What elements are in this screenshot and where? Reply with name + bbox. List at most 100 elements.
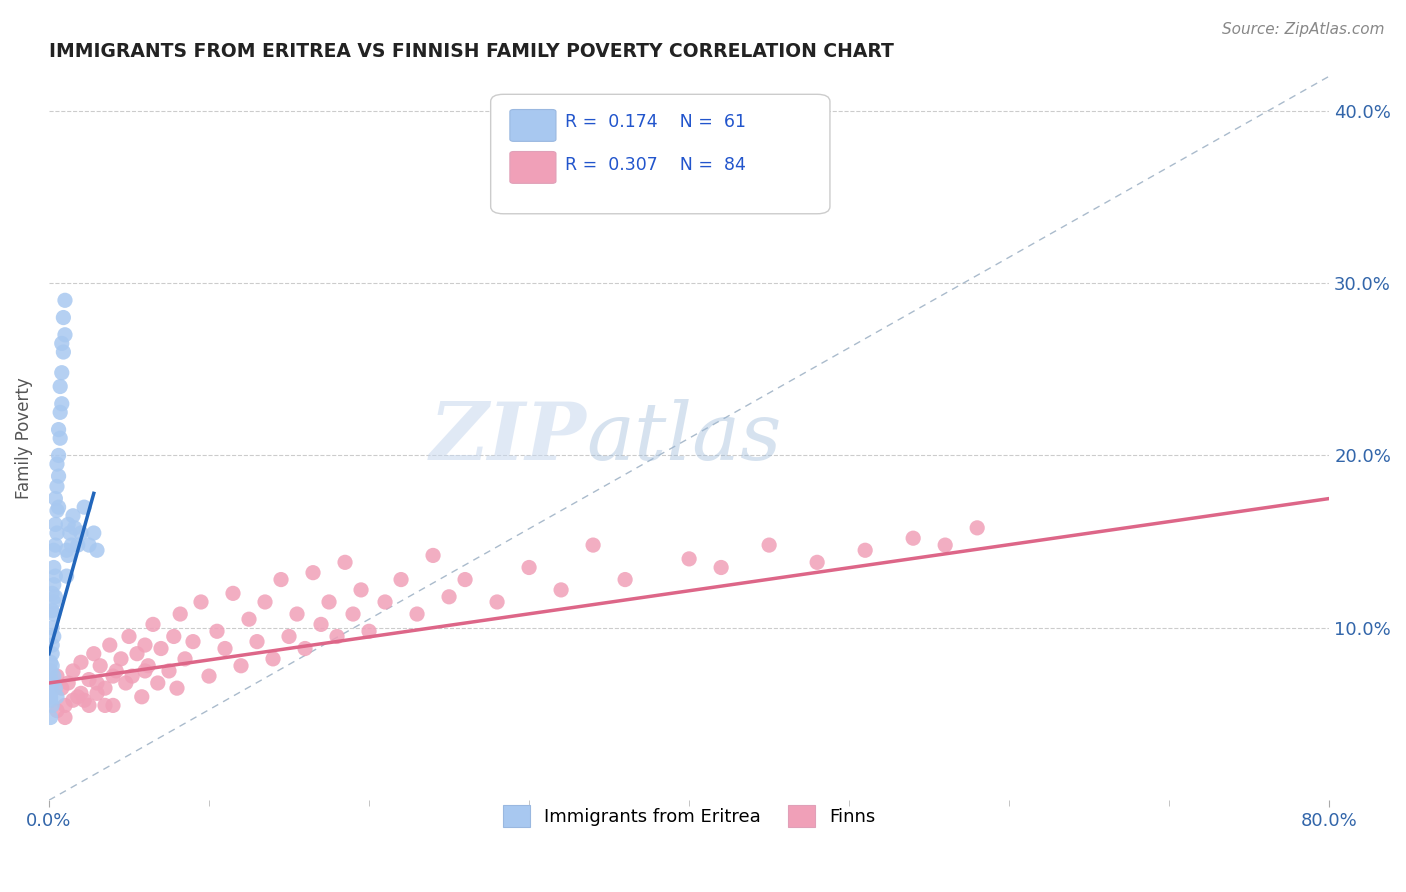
Point	[134, 638, 156, 652]
Point	[422, 549, 444, 563]
Point	[56, 549, 79, 563]
Point	[294, 641, 316, 656]
Point	[62, 508, 84, 523]
Point	[70, 686, 93, 700]
Point	[406, 607, 429, 621]
Point	[105, 664, 128, 678]
Point	[48, 500, 70, 515]
Point	[53, 327, 76, 342]
Point	[44, 491, 66, 506]
Point	[121, 669, 143, 683]
Point	[42, 578, 65, 592]
Point	[46, 526, 69, 541]
Point	[582, 538, 605, 552]
Point	[901, 531, 924, 545]
Point	[118, 630, 141, 644]
FancyBboxPatch shape	[491, 95, 830, 214]
Point	[63, 521, 86, 535]
Point	[318, 595, 340, 609]
Point	[66, 690, 89, 704]
Point	[136, 658, 159, 673]
Point	[89, 658, 111, 673]
Point	[55, 569, 77, 583]
Point	[205, 624, 228, 639]
Point	[56, 517, 79, 532]
Point	[174, 652, 197, 666]
Point	[454, 573, 477, 587]
Point	[486, 595, 509, 609]
Point	[70, 656, 93, 670]
Point	[44, 538, 66, 552]
Point	[86, 686, 108, 700]
Point	[190, 595, 212, 609]
Point	[253, 595, 276, 609]
Point	[101, 698, 124, 713]
Point	[49, 405, 72, 419]
Text: R =  0.307    N =  84: R = 0.307 N = 84	[565, 156, 745, 174]
Point	[342, 607, 364, 621]
Point	[437, 590, 460, 604]
Point	[44, 569, 66, 583]
Point	[73, 500, 96, 515]
Text: atlas: atlas	[586, 400, 782, 477]
Point	[166, 681, 188, 695]
Point	[41, 604, 63, 618]
Point	[262, 652, 284, 666]
Point	[56, 676, 79, 690]
Point	[98, 638, 121, 652]
Point	[678, 552, 700, 566]
Point	[110, 652, 132, 666]
Point	[44, 681, 66, 695]
Point	[55, 543, 77, 558]
Point	[48, 469, 70, 483]
Point	[550, 582, 572, 597]
Point	[270, 573, 292, 587]
Y-axis label: Family Poverty: Family Poverty	[15, 377, 32, 500]
Point	[53, 710, 76, 724]
Point	[46, 704, 69, 718]
Point	[163, 630, 186, 644]
Point	[70, 526, 93, 541]
Point	[114, 676, 136, 690]
Point	[357, 624, 380, 639]
Point	[41, 658, 63, 673]
Point	[41, 638, 63, 652]
FancyBboxPatch shape	[510, 110, 555, 141]
Point	[374, 595, 396, 609]
Point	[46, 457, 69, 471]
Point	[41, 647, 63, 661]
Point	[62, 693, 84, 707]
Point	[42, 630, 65, 644]
Point	[309, 617, 332, 632]
Point	[51, 397, 73, 411]
Point	[42, 543, 65, 558]
Point	[41, 698, 63, 713]
Point	[53, 293, 76, 308]
Text: ZIP: ZIP	[430, 400, 586, 477]
Point	[41, 586, 63, 600]
Point	[42, 669, 65, 683]
Point	[42, 560, 65, 574]
Point	[83, 526, 105, 541]
Point	[758, 538, 780, 552]
Point	[101, 669, 124, 683]
Point	[333, 555, 356, 569]
Point	[389, 573, 412, 587]
Point	[48, 449, 70, 463]
Point	[214, 641, 236, 656]
Point	[52, 310, 75, 325]
Point	[46, 479, 69, 493]
Point	[39, 656, 62, 670]
Point	[42, 595, 65, 609]
Point	[41, 621, 63, 635]
Point	[51, 681, 73, 695]
Point	[49, 431, 72, 445]
Point	[44, 517, 66, 532]
Point	[60, 538, 83, 552]
Point	[51, 366, 73, 380]
Point	[238, 612, 260, 626]
Point	[710, 560, 733, 574]
Point	[46, 669, 69, 683]
Point	[41, 676, 63, 690]
Point	[51, 336, 73, 351]
